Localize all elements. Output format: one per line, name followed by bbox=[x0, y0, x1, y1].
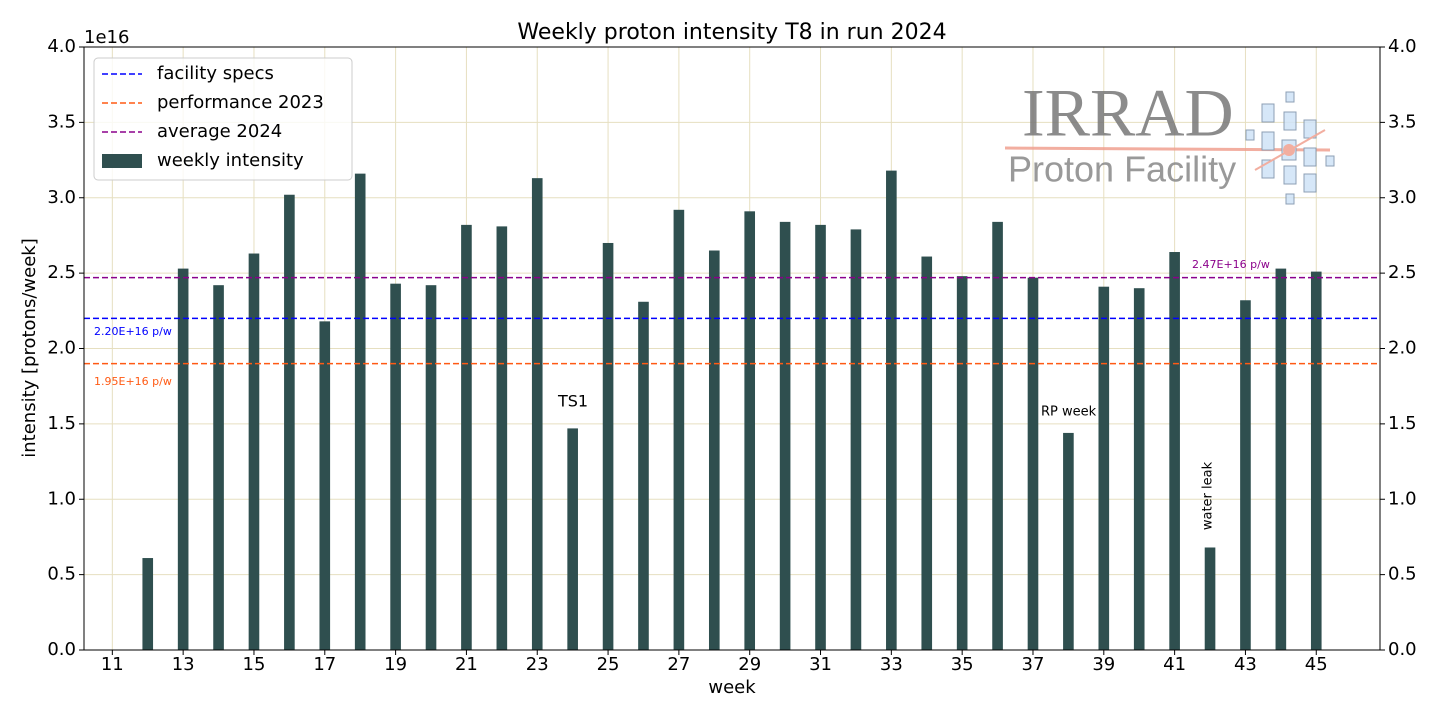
x-tick-label: 23 bbox=[526, 654, 549, 675]
y2-tick-label: 3.0 bbox=[1388, 187, 1417, 208]
bar bbox=[992, 221, 1003, 650]
bar bbox=[319, 321, 331, 650]
annotation: TS1 bbox=[557, 392, 588, 411]
legend: facility specs performance 2023 average 20… bbox=[93, 57, 353, 181]
x-tick-label: 29 bbox=[738, 654, 761, 675]
y2-tick-label: 0.5 bbox=[1388, 564, 1417, 585]
bar bbox=[1240, 300, 1251, 650]
x-tick-label: 17 bbox=[313, 654, 336, 675]
logo-line bbox=[1004, 146, 1331, 152]
annotation: 1.95E+16 p/w bbox=[94, 375, 172, 388]
x-tick-label: 15 bbox=[243, 654, 266, 675]
annotation: 2.47E+16 p/w bbox=[1192, 258, 1270, 271]
legend-label: performance 2023 bbox=[157, 92, 324, 113]
x-tick-label: 45 bbox=[1305, 654, 1328, 675]
bar bbox=[638, 301, 649, 650]
y-axis-label: intensity [protons/week] bbox=[19, 238, 40, 457]
bar bbox=[496, 226, 508, 650]
y-tick-label: 0.0 bbox=[47, 639, 76, 660]
bar bbox=[461, 224, 472, 650]
annotation: 2.20E+16 p/w bbox=[94, 325, 172, 338]
legend-label: facility specs bbox=[157, 63, 274, 84]
bar bbox=[1169, 252, 1180, 650]
x-tick-label: 27 bbox=[667, 654, 690, 675]
bar bbox=[602, 242, 614, 650]
legend-label: weekly intensity bbox=[157, 150, 304, 171]
legend-box bbox=[93, 57, 353, 181]
x-axis-label: week bbox=[708, 677, 756, 698]
bar bbox=[177, 268, 189, 650]
bar bbox=[531, 178, 543, 650]
bar bbox=[1133, 288, 1145, 650]
bar bbox=[779, 221, 791, 650]
logo-icon bbox=[1245, 91, 1335, 205]
x-tick-label: 37 bbox=[1022, 654, 1045, 675]
x-tick-label: 19 bbox=[384, 654, 407, 675]
bar bbox=[815, 224, 826, 650]
logo-dot bbox=[1283, 144, 1295, 156]
bar bbox=[886, 170, 897, 651]
logo-title: IRRAD bbox=[1022, 75, 1234, 151]
y-tick-label: 4.0 bbox=[47, 36, 76, 57]
x-tick-label: 13 bbox=[172, 654, 195, 675]
bar bbox=[1310, 271, 1322, 650]
y-tick-label: 3.5 bbox=[47, 111, 76, 132]
x-tick-label: 31 bbox=[809, 654, 832, 675]
y2-tick-label: 1.0 bbox=[1388, 488, 1417, 509]
bar bbox=[425, 285, 437, 650]
x-tick-label: 43 bbox=[1234, 654, 1257, 675]
y2-tick-label: 2.5 bbox=[1388, 262, 1417, 283]
y2-tick-label: 0.0 bbox=[1388, 639, 1417, 660]
plot-area bbox=[84, 46, 1380, 651]
x-tick-label: 11 bbox=[101, 654, 124, 675]
y-tick-label: 3.0 bbox=[47, 187, 76, 208]
chart-title: Weekly proton intensity T8 in run 2024 bbox=[517, 20, 946, 45]
bar bbox=[673, 209, 685, 650]
annotation: RP week bbox=[1041, 405, 1097, 420]
bar bbox=[744, 211, 756, 650]
y2-tick-label: 4.0 bbox=[1388, 36, 1417, 57]
bar bbox=[850, 229, 862, 650]
bar bbox=[390, 283, 401, 650]
logo-subtitle: Proton Facility bbox=[1008, 149, 1236, 190]
bar bbox=[956, 276, 968, 650]
bar bbox=[1027, 277, 1039, 650]
y2-tick-label: 1.5 bbox=[1388, 413, 1417, 434]
y-tick-label: 1.5 bbox=[47, 413, 76, 434]
x-tick-label: 21 bbox=[455, 654, 478, 675]
bar bbox=[1098, 286, 1110, 650]
x-tick-label: 39 bbox=[1092, 654, 1115, 675]
y2-tick-label: 2.0 bbox=[1388, 338, 1417, 359]
bar bbox=[354, 173, 366, 650]
bar bbox=[248, 253, 260, 650]
bar bbox=[1063, 432, 1074, 650]
annotation: water leak bbox=[1201, 461, 1216, 530]
x-tick-label: 41 bbox=[1163, 654, 1186, 675]
bar bbox=[708, 250, 720, 650]
bar bbox=[284, 194, 295, 651]
y-tick-label: 2.0 bbox=[47, 338, 76, 359]
offset-label: 1e16 bbox=[84, 27, 129, 48]
legend-swatch bbox=[102, 154, 142, 168]
logo: IRRAD Proton Facility bbox=[1004, 75, 1335, 205]
x-tick-label: 33 bbox=[880, 654, 903, 675]
plot-frame bbox=[83, 46, 1381, 651]
bar bbox=[921, 256, 933, 650]
legend-label: average 2024 bbox=[157, 121, 282, 142]
bar bbox=[1204, 547, 1216, 650]
bar bbox=[1275, 268, 1287, 650]
y-tick-label: 1.0 bbox=[47, 488, 76, 509]
bar bbox=[142, 558, 154, 650]
bar bbox=[213, 285, 224, 650]
x-tick-label: 35 bbox=[951, 654, 974, 675]
y-tick-label: 2.5 bbox=[47, 262, 76, 283]
y-tick-label: 0.5 bbox=[47, 564, 76, 585]
bar bbox=[567, 428, 578, 650]
y2-tick-label: 3.5 bbox=[1388, 111, 1417, 132]
x-tick-label: 25 bbox=[597, 654, 620, 675]
